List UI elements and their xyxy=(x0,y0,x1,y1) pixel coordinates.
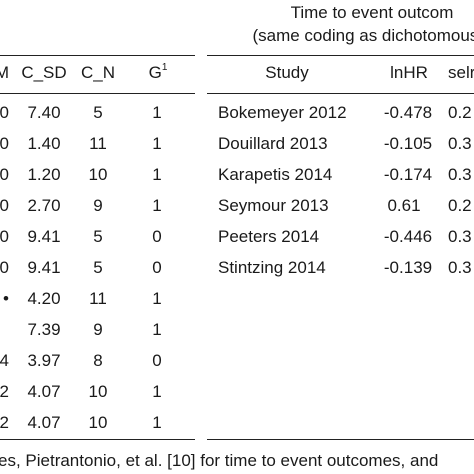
cell-c-n: 9 xyxy=(93,320,103,339)
cell-c-n: 11 xyxy=(89,289,107,308)
cell-c-sd: 3.97 xyxy=(27,351,61,370)
cell-c-n: 10 xyxy=(88,413,108,432)
cell-c-n: 5 xyxy=(93,227,103,246)
cell-g: 0 xyxy=(152,351,162,370)
header-g: G1 xyxy=(149,62,168,84)
header-m: M xyxy=(0,63,9,82)
cell-c-n: 5 xyxy=(93,103,103,122)
cell-g: 0 xyxy=(152,258,162,277)
cell-lnhr: -0.478 xyxy=(383,103,433,122)
cell-c-sd: 4.20 xyxy=(27,289,61,308)
cell-g: 1 xyxy=(152,134,162,153)
cell-m: 0 xyxy=(0,165,9,184)
cell-g: 1 xyxy=(152,165,162,184)
cell-lnhr: -0.139 xyxy=(383,258,433,277)
cell-c-sd: 7.39 xyxy=(27,320,61,339)
header-g-label: G xyxy=(148,63,162,82)
cell-g: 1 xyxy=(152,382,162,401)
cell-m: 0 xyxy=(0,103,9,122)
cell-c-n: 9 xyxy=(93,196,103,215)
cell-study: Douillard 2013 xyxy=(218,134,328,153)
header-c-sd: C_SD xyxy=(21,63,67,82)
cell-m: 4 xyxy=(0,351,9,370)
header-selnhr: selr xyxy=(448,63,474,82)
cell-selnhr: 0.3 xyxy=(448,258,472,277)
cell-g: 1 xyxy=(152,196,162,215)
cell-lnhr: 0.61 xyxy=(387,196,421,215)
left-top-rule xyxy=(0,55,195,56)
cell-c-sd: 7.40 xyxy=(27,103,61,122)
cell-c-sd: 9.41 xyxy=(27,258,61,277)
time-to-event-title-line2: (same coding as dichotomous c xyxy=(252,26,474,45)
header-c-n: C_N xyxy=(80,63,116,82)
cell-c-n: 10 xyxy=(88,165,108,184)
right-bottom-rule xyxy=(207,439,474,440)
cell-study: Karapetis 2014 xyxy=(218,165,333,184)
cell-lnhr: -0.105 xyxy=(383,134,433,153)
cell-selnhr: 0.2 xyxy=(448,196,472,215)
cell-study: Stintzing 2014 xyxy=(218,258,326,277)
header-study: Study xyxy=(265,63,309,82)
cell-c-sd: 2.70 xyxy=(27,196,61,215)
cell-m: 0 xyxy=(0,196,9,215)
cell-m: • xyxy=(3,289,9,308)
right-header-rule xyxy=(207,93,474,94)
cell-c-sd: 4.07 xyxy=(27,382,61,401)
cell-m: 2 xyxy=(0,382,9,401)
cell-c-n: 11 xyxy=(89,134,107,153)
cell-m: 2 xyxy=(0,413,9,432)
cell-g: 1 xyxy=(152,413,162,432)
cell-selnhr: 0.3 xyxy=(448,165,472,184)
cell-g: 1 xyxy=(152,320,162,339)
cell-c-sd: 1.40 xyxy=(27,134,61,153)
left-bottom-rule xyxy=(0,439,195,440)
cell-m: 0 xyxy=(0,134,9,153)
table-footnote: es, Pietrantonio, et al. [10] for time t… xyxy=(0,451,439,470)
cell-g: 0 xyxy=(152,227,162,246)
time-to-event-title: Time to event outcom (same coding as dic… xyxy=(222,2,474,48)
cell-c-n: 10 xyxy=(88,382,108,401)
cell-selnhr: 0.2 xyxy=(448,103,472,122)
cell-study: Bokemeyer 2012 xyxy=(218,103,347,122)
right-group-rule xyxy=(207,55,474,56)
cell-g: 1 xyxy=(152,103,162,122)
cell-g: 1 xyxy=(152,289,162,308)
cell-c-sd: 1.20 xyxy=(27,165,61,184)
header-g-footnote-mark: 1 xyxy=(161,62,168,73)
cell-selnhr: 0.3 xyxy=(448,227,472,246)
cell-study: Seymour 2013 xyxy=(218,196,329,215)
cell-m: 0 xyxy=(0,258,9,277)
header-lnhr: lnHR xyxy=(390,63,428,82)
cell-study: Peeters 2014 xyxy=(218,227,320,246)
cell-c-sd: 4.07 xyxy=(27,413,61,432)
cell-c-n: 5 xyxy=(93,258,103,277)
left-header-rule xyxy=(0,93,195,94)
time-to-event-title-line1: Time to event outcom xyxy=(290,3,454,22)
cell-c-n: 8 xyxy=(93,351,103,370)
cell-lnhr: -0.174 xyxy=(383,165,433,184)
cell-selnhr: 0.3 xyxy=(448,134,472,153)
cell-m: 0 xyxy=(0,227,9,246)
cell-lnhr: -0.446 xyxy=(383,227,433,246)
cell-c-sd: 9.41 xyxy=(27,227,61,246)
